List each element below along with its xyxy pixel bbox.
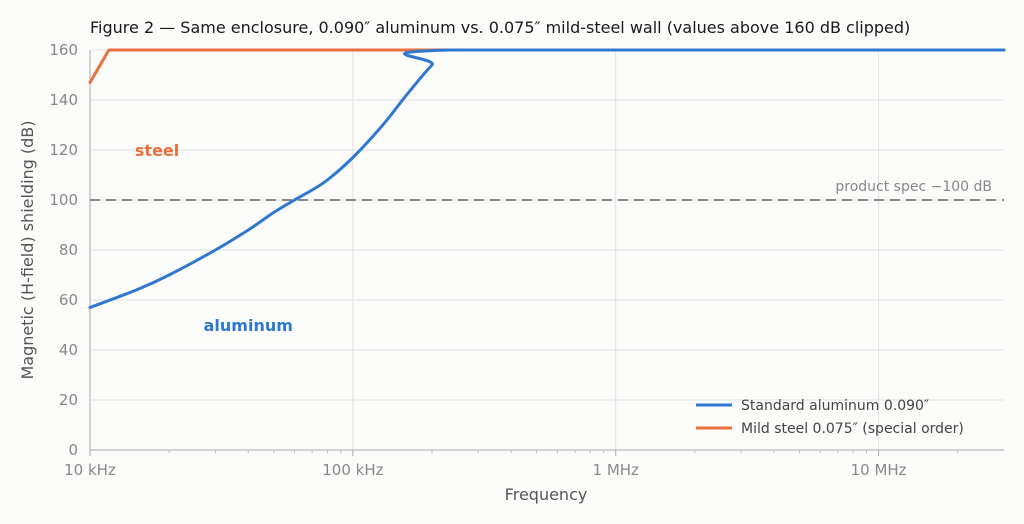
legend: Standard aluminum 0.090″ Mild steel 0.075… (696, 398, 964, 437)
y-tick-label: 100 (49, 191, 78, 209)
x-axis-label: Frequency (505, 485, 588, 504)
y-tick-label: 120 (49, 141, 78, 159)
x-tick-label: 10 kHz (64, 461, 116, 479)
spec-reference-label: product spec −100 dB (835, 179, 992, 195)
aluminum-series-line (88, 48, 1006, 309)
x-tick-label: 100 kHz (322, 461, 383, 479)
legend-entry: Mild steel 0.075″ (special order) (741, 421, 964, 437)
y-tick-label: 60 (59, 291, 78, 309)
chart-title: Figure 2 — Same enclosure, 0.090″ alumin… (90, 18, 910, 37)
x-tick-label: 1 MHz (593, 461, 640, 479)
y-tick-label: 160 (49, 41, 78, 59)
reference-line-group: product spec −100 dB (90, 179, 1004, 201)
grid (90, 49, 1004, 450)
steel-series-line (88, 48, 1006, 84)
y-tick-label: 20 (59, 391, 78, 409)
y-tick-label: 0 (68, 441, 78, 459)
y-tick-label: 40 (59, 341, 78, 359)
legend-entry: Standard aluminum 0.090″ (741, 398, 929, 414)
annotation-steel: steel (135, 141, 179, 160)
y-tick-label: 80 (59, 241, 78, 259)
axes: 0 20 40 60 80 100 120 140 160 10 kHz 100 kHz 1 MHz 1… (49, 41, 1004, 479)
y-tick-label: 140 (49, 91, 78, 109)
x-tick-label: 10 MHz (851, 461, 907, 479)
y-axis-label: Magnetic (H-field) shielding (dB) (18, 120, 37, 379)
series-group (88, 48, 1006, 309)
annotation-aluminum: aluminum (204, 316, 293, 335)
annotations-group: steel aluminum (135, 141, 293, 335)
